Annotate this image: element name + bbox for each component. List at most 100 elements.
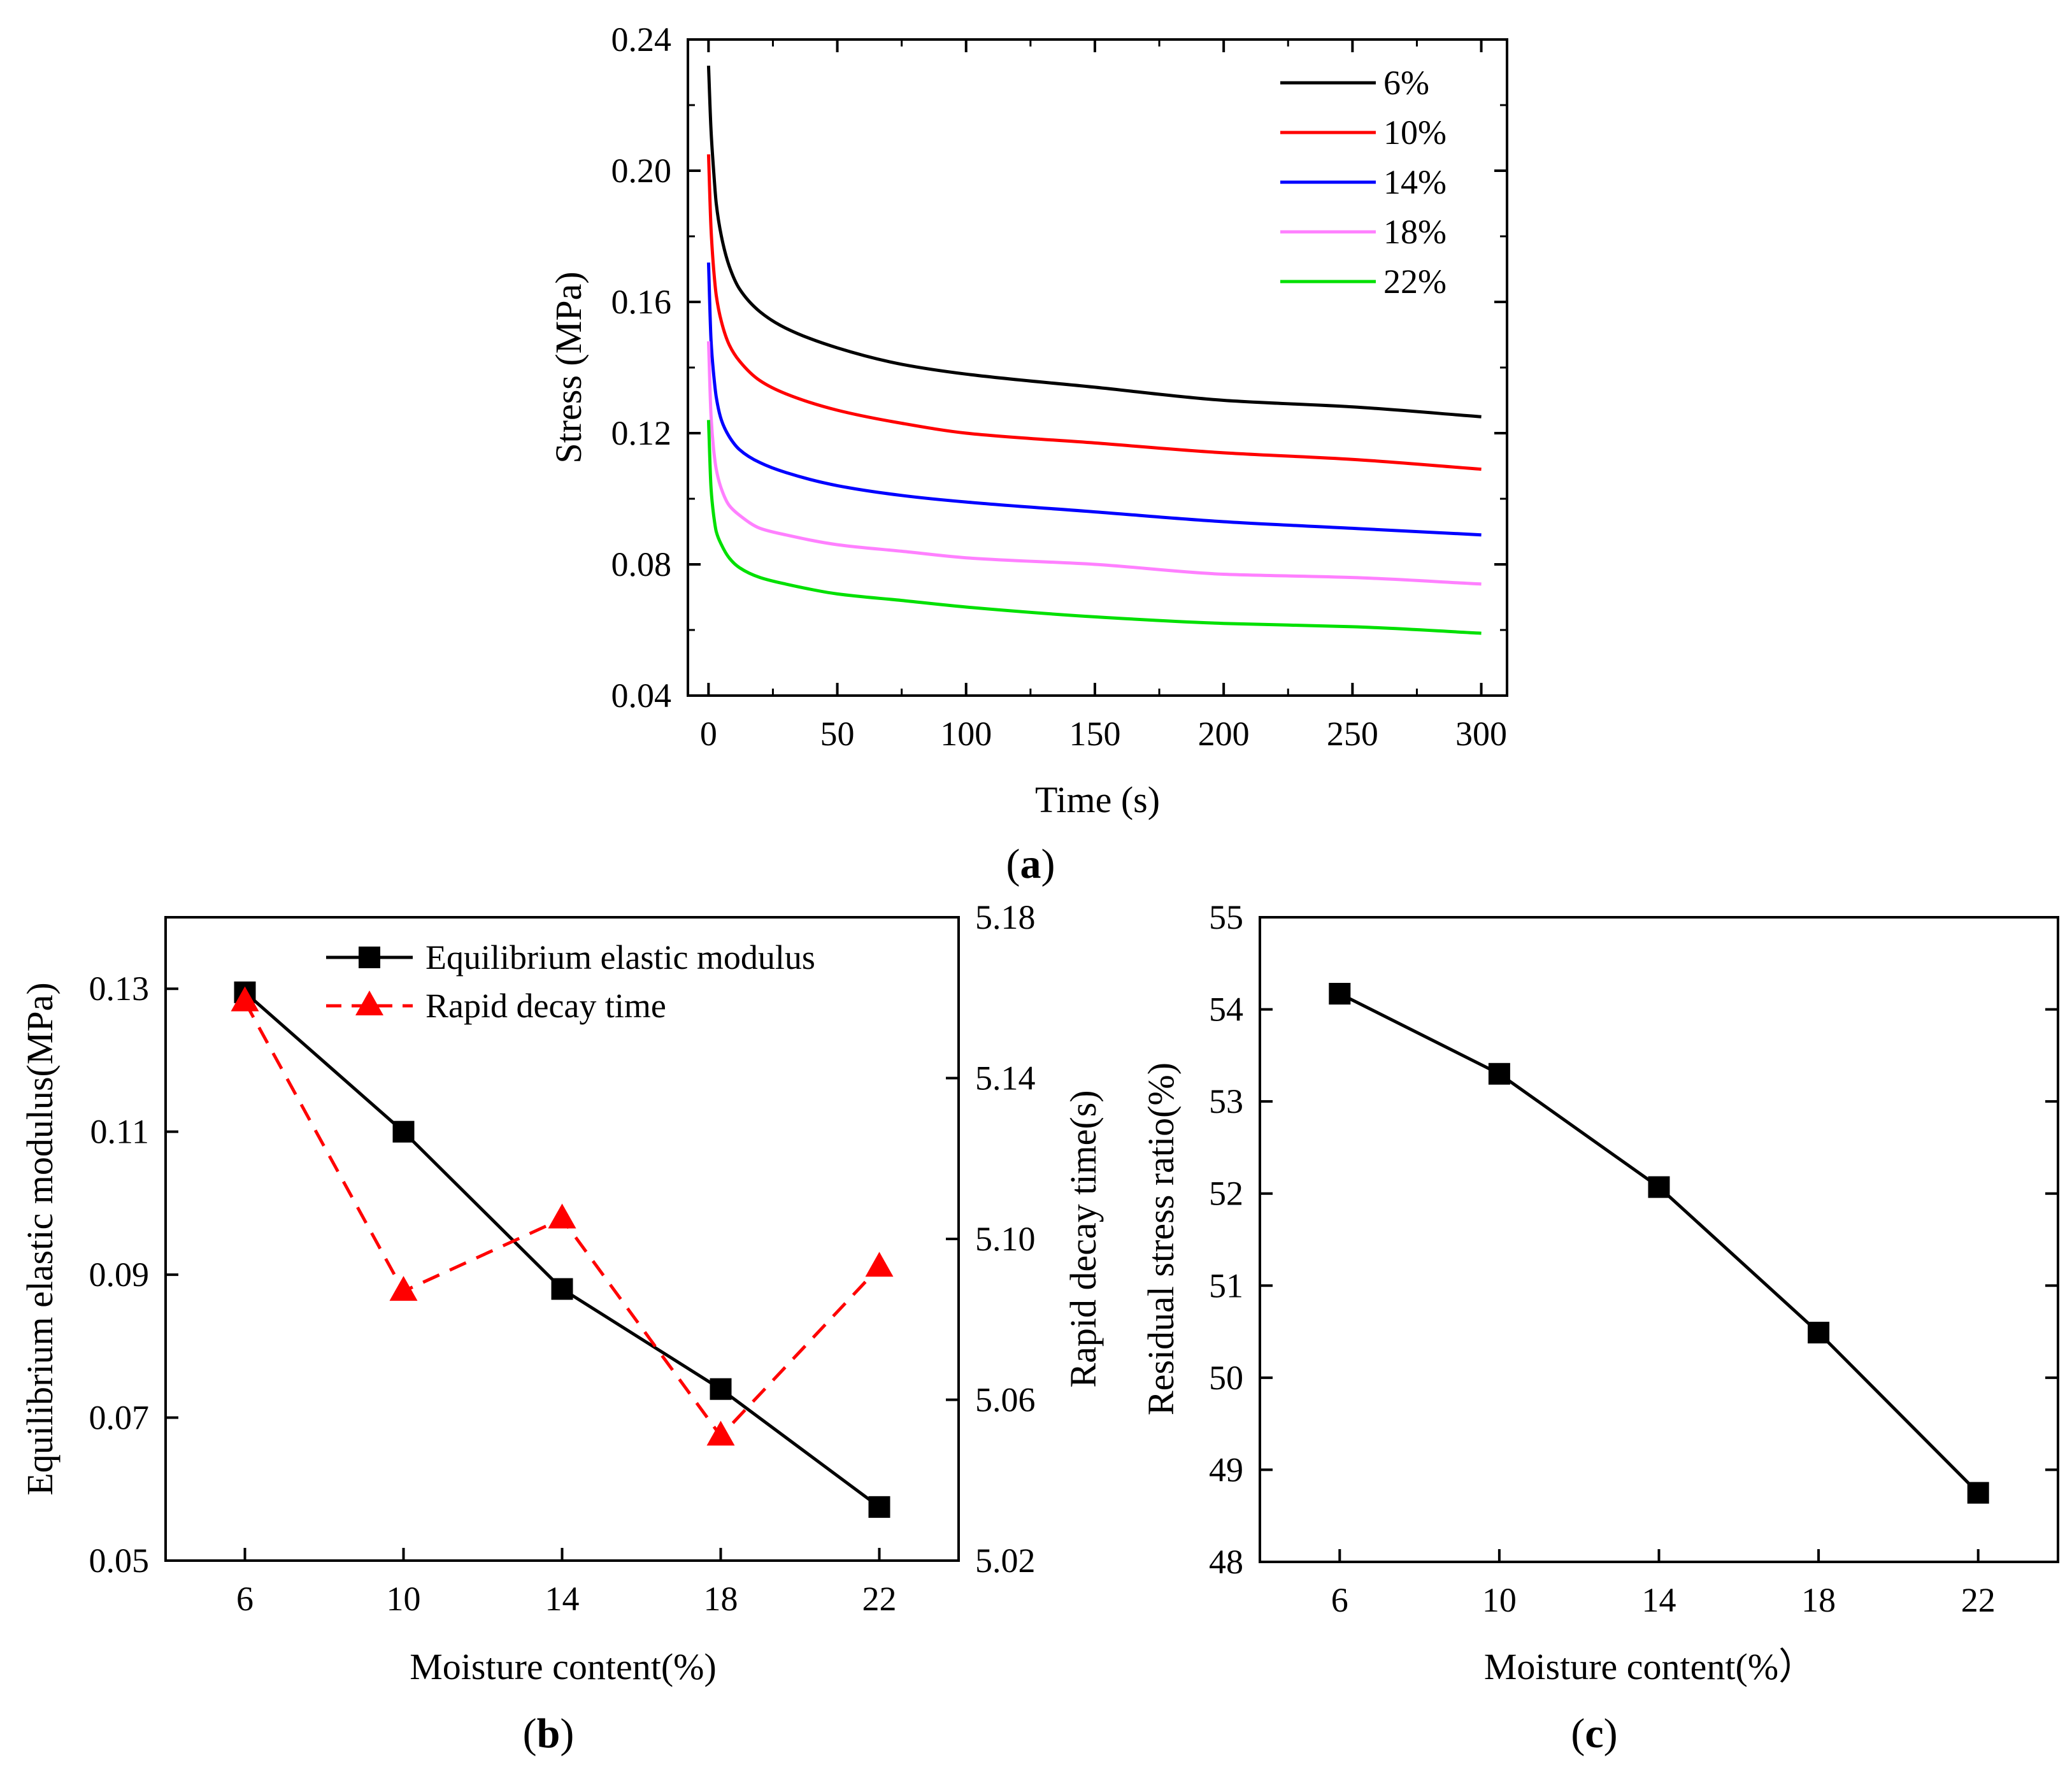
- panel-b-y2-tick-labels: 5.02 5.06 5.10 5.14 5.18: [975, 898, 1036, 1580]
- triangle-marker: [548, 1203, 576, 1229]
- panel-a-legend: 6% 10% 14% 18% 22%: [1280, 64, 1447, 301]
- y-tick-label: 54: [1209, 991, 1243, 1029]
- panel-c-chart: 6 10 14 18 22 48 49 50 51 52 53 54 55 Moisture cont…: [1140, 898, 2059, 1757]
- panel-b-x-tick-labels: 6 10 14 18 22: [236, 1580, 897, 1618]
- x-tick-label: 18: [1801, 1581, 1836, 1619]
- y2-tick-label: 5.06: [975, 1381, 1036, 1419]
- panel-b-label: (b): [523, 1710, 575, 1757]
- x-tick-label: 0: [700, 715, 717, 753]
- square-marker: [392, 1120, 415, 1143]
- panel-c-y-axis-title: Residual stress ratio(%): [1140, 1062, 1182, 1415]
- y2-tick-label: 5.18: [975, 898, 1036, 936]
- y-tick-label: 0.13: [89, 969, 150, 1008]
- series-line-0: [1339, 992, 1980, 1494]
- x-tick-label: 6: [236, 1580, 254, 1618]
- legend-square-marker: [359, 947, 380, 968]
- x-tick-label: 18: [704, 1580, 738, 1618]
- legend-label: 18%: [1383, 213, 1447, 251]
- y-tick-label: 0.20: [611, 152, 672, 190]
- x-tick-label: 300: [1455, 715, 1507, 753]
- legend-label: 22%: [1383, 262, 1447, 301]
- y-tick-label: 0.12: [611, 414, 672, 452]
- x-tick-label: 6: [1331, 1581, 1348, 1619]
- x-tick-label: 22: [862, 1580, 897, 1618]
- panel-b-legend: Equilibrium elastic modulus Rapid decay t…: [326, 938, 815, 1025]
- series-line-3: [706, 341, 1482, 586]
- panel-a-x-axis-title: Time (s): [1035, 779, 1160, 820]
- triangle-marker: [865, 1252, 894, 1277]
- triangle-marker: [706, 1420, 735, 1446]
- x-tick-label: 250: [1327, 715, 1378, 753]
- x-tick-label: 100: [940, 715, 992, 753]
- panel-c-x-tick-labels: 6 10 14 18 22: [1331, 1581, 1996, 1619]
- panel-c-x-axis-title: Moisture content(%）: [1484, 1646, 1815, 1687]
- y-tick-label: 0.09: [89, 1256, 150, 1294]
- panel-b-series-lines: [243, 991, 881, 1508]
- legend-label: Rapid decay time: [425, 987, 666, 1025]
- legend-label: Equilibrium elastic modulus: [425, 938, 815, 976]
- x-tick-label: 14: [1642, 1581, 1676, 1619]
- y2-tick-label: 5.10: [975, 1220, 1036, 1258]
- series-line-0: [243, 991, 880, 1508]
- x-tick-label: 150: [1069, 715, 1120, 753]
- y-tick-label: 50: [1209, 1359, 1243, 1397]
- square-marker: [1648, 1176, 1670, 1198]
- y-tick-label: 0.08: [611, 545, 672, 583]
- y-tick-label: 55: [1209, 898, 1243, 936]
- x-tick-label: 10: [1482, 1581, 1517, 1619]
- panel-b-x-axis-title: Moisture content(%): [410, 1646, 717, 1687]
- panel-b-plot-frame: [164, 916, 960, 1562]
- x-tick-label: 50: [820, 715, 855, 753]
- panel-a-plot-frame: [687, 38, 1508, 697]
- y-tick-label: 0.16: [611, 283, 672, 321]
- y-tick-label: 53: [1209, 1082, 1243, 1120]
- triangle-marker: [389, 1276, 418, 1301]
- x-tick-label: 10: [387, 1580, 421, 1618]
- panel-b-y2-axis-title: Rapid decay time(s): [1062, 1090, 1104, 1387]
- y-tick-label: 48: [1209, 1543, 1243, 1581]
- y-tick-label: 49: [1209, 1450, 1243, 1489]
- panel-b-markers: [231, 981, 894, 1518]
- square-marker: [1329, 982, 1351, 1005]
- y-tick-label: 0.05: [89, 1542, 150, 1580]
- y2-tick-label: 5.02: [975, 1542, 1036, 1580]
- square-marker: [1808, 1322, 1830, 1344]
- y-tick-label: 0.04: [611, 676, 672, 715]
- square-marker: [1967, 1482, 1989, 1504]
- panel-c-plot-frame: [1259, 916, 2059, 1563]
- triangle-marker: [231, 986, 259, 1012]
- panel-b-chart: 6 10 14 18 22 0.050.070.090.110.13 5.025.065…: [19, 898, 1104, 1757]
- series-line-1: [706, 154, 1482, 471]
- panel-a-chart: 0 50 100 150 200 250 300 0.040.080.120.160.200…: [548, 20, 1508, 887]
- panel-c-series-lines: [1339, 992, 1980, 1494]
- panel-c-markers: [1329, 982, 1989, 1504]
- panel-c-y-tick-labels: 48 49 50 51 52 53 54 55: [1209, 898, 1243, 1581]
- y-tick-label: 0.24: [611, 20, 672, 59]
- square-marker: [868, 1496, 890, 1518]
- panel-a-label: (a): [1006, 841, 1055, 887]
- square-marker: [710, 1378, 732, 1400]
- square-marker: [551, 1278, 573, 1300]
- y-tick-label: 51: [1209, 1266, 1243, 1305]
- square-marker: [1488, 1062, 1510, 1085]
- x-tick-label: 22: [1961, 1581, 1996, 1619]
- legend-label: 10%: [1383, 113, 1447, 152]
- x-tick-label: 14: [545, 1580, 580, 1618]
- series-line-2: [706, 262, 1482, 537]
- y-tick-label: 0.07: [89, 1399, 150, 1437]
- y2-tick-label: 5.14: [975, 1059, 1036, 1098]
- legend-label: 14%: [1383, 163, 1447, 201]
- x-tick-label: 200: [1198, 715, 1250, 753]
- y-tick-label: 0.11: [90, 1113, 150, 1151]
- panel-a-y-axis-title: Stress (MPa): [548, 271, 589, 463]
- y-tick-label: 52: [1209, 1175, 1243, 1213]
- panel-b-y-tick-labels: 0.05 0.07 0.09 0.11 0.13: [89, 969, 150, 1580]
- panel-a-x-tick-labels: 0 50 100 150 200 250 300: [700, 715, 1507, 753]
- legend-label: 6%: [1383, 64, 1429, 102]
- legend-triangle-marker: [355, 991, 383, 1015]
- series-line-4: [706, 420, 1482, 635]
- series-line-0: [706, 66, 1482, 418]
- panel-a-series-lines: [706, 66, 1482, 635]
- panel-a-y-tick-labels: 0.04 0.08 0.12 0.16 0.20 0.24: [611, 20, 672, 715]
